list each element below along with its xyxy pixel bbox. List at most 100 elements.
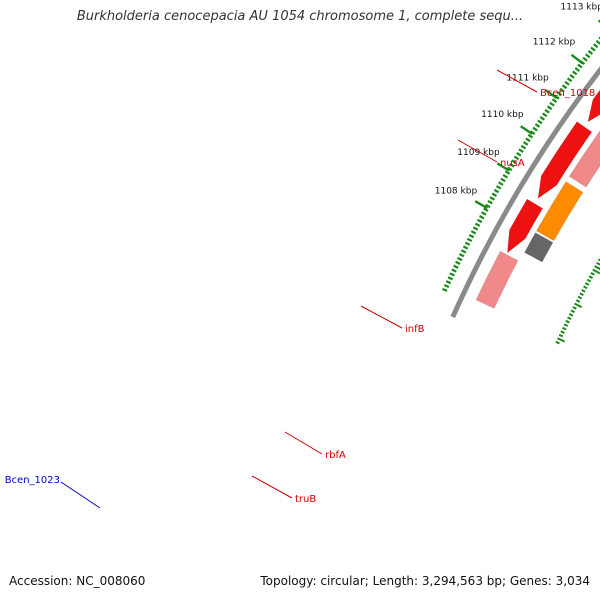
- accession-text: Accession: NC_008060: [9, 574, 146, 588]
- label-layer: Bcen_1018 nusA infB rbfA truB Bcen_1023: [5, 69, 595, 509]
- minor-tick: [518, 148, 524, 153]
- minor-tick: [476, 218, 483, 224]
- kbp-label: 1111 kbp: [506, 73, 549, 83]
- major-tick: [570, 53, 584, 65]
- minor-tick: [542, 112, 548, 118]
- cds-pink-infB[interactable]: [568, 46, 600, 188]
- minor-tick: [489, 196, 495, 201]
- gene-label-truB[interactable]: truB: [295, 494, 316, 505]
- inner-tick: [558, 333, 564, 338]
- major-tick: [496, 162, 510, 172]
- minor-tick: [513, 155, 520, 161]
- gene-leader-line: [251, 475, 293, 499]
- gene-leader-line: [360, 305, 403, 329]
- minor-tick: [468, 233, 475, 239]
- minor-tick: [593, 43, 599, 49]
- minor-tick: [587, 50, 594, 55]
- minor-tick: [481, 211, 487, 216]
- cds-red-outer-2[interactable]: [537, 121, 593, 200]
- minor-tick: [549, 101, 555, 107]
- inner-tick: [557, 337, 566, 343]
- topology-text: Topology: circular; Length: 3,294,563 bp…: [260, 574, 590, 588]
- gene-label-nusA[interactable]: nusA: [500, 158, 525, 169]
- minor-tick: [556, 91, 563, 97]
- inner-tick: [565, 319, 570, 324]
- gene-label-infB[interactable]: infB: [405, 324, 425, 335]
- minor-tick: [472, 226, 479, 231]
- cds-red-outer-3[interactable]: [587, 39, 600, 123]
- minor-tick: [516, 152, 522, 157]
- inner-tick: [590, 271, 595, 276]
- minor-tick: [458, 253, 465, 258]
- minor-tick: [506, 166, 513, 172]
- gene-label-rbfA[interactable]: rbfA: [325, 450, 346, 461]
- minor-tick: [527, 133, 534, 139]
- minor-tick: [483, 207, 489, 212]
- inner-tick: [584, 282, 590, 286]
- minor-tick: [534, 123, 541, 128]
- minor-tick: [474, 222, 481, 227]
- minor-tick: [590, 46, 596, 52]
- minor-tick: [511, 159, 517, 164]
- minor-tick: [466, 237, 473, 243]
- inner-tick: [586, 278, 592, 283]
- minor-tick: [520, 144, 527, 150]
- inner-tick: [568, 312, 574, 317]
- cds-orange-nusA[interactable]: [536, 181, 584, 242]
- gene-label-Bcen_1018[interactable]: Bcen_1018: [540, 88, 595, 99]
- minor-tick: [585, 53, 591, 59]
- minor-tick: [462, 245, 469, 250]
- minor-tick: [530, 130, 536, 135]
- minor-tick: [577, 63, 583, 69]
- inner-tick: [581, 288, 586, 293]
- minor-tick: [559, 87, 565, 93]
- minor-tick: [453, 264, 459, 269]
- inner-tick: [575, 299, 581, 303]
- minor-tick: [443, 284, 450, 289]
- gene-leader-line: [457, 139, 498, 163]
- cds-red-outer-1[interactable]: [507, 198, 544, 254]
- cds-top-pink[interactable]: [475, 250, 519, 309]
- inner-tick: [588, 275, 594, 280]
- minor-tick: [460, 249, 467, 254]
- inner-tick: [572, 306, 577, 310]
- minor-tick: [455, 260, 461, 265]
- major-tick: [474, 200, 488, 210]
- minor-tick: [442, 287, 448, 293]
- minor-tick: [457, 256, 463, 262]
- minor-tick: [525, 137, 531, 143]
- minor-tick: [539, 116, 545, 121]
- minor-tick: [495, 185, 502, 190]
- inner-tick: [596, 261, 600, 266]
- major-tick: [544, 89, 558, 100]
- gene-leader-line: [284, 431, 323, 455]
- gene-leader-line: [496, 69, 538, 93]
- gene-leader-line: [60, 481, 101, 509]
- minor-tick: [493, 188, 500, 194]
- kbp-label: 1109 kbp: [457, 148, 500, 158]
- minor-tick: [449, 272, 455, 277]
- backbone-circle: [450, 66, 600, 319]
- gene-label-Bcen_1023[interactable]: Bcen_1023: [5, 475, 60, 486]
- minor-tick: [582, 56, 588, 62]
- major-tick: [520, 125, 534, 135]
- inner-tick: [592, 268, 600, 275]
- inner-tick: [577, 295, 583, 300]
- minor-tick: [470, 230, 477, 235]
- inner-tick: [555, 340, 560, 345]
- minor-tick: [551, 98, 558, 104]
- minor-tick: [544, 108, 550, 114]
- minor-tick: [491, 192, 498, 197]
- minor-tick: [478, 215, 485, 220]
- minor-tick: [504, 170, 511, 175]
- minor-tick: [564, 80, 570, 86]
- inner-tick: [579, 292, 584, 296]
- inner-tick: [594, 265, 600, 271]
- minor-tick: [546, 105, 553, 111]
- minor-tick: [502, 174, 508, 179]
- cds-gray-Bcen_1018[interactable]: [524, 232, 554, 263]
- minor-tick: [485, 203, 491, 209]
- minor-tick: [487, 200, 493, 205]
- inner-tick: [583, 285, 588, 290]
